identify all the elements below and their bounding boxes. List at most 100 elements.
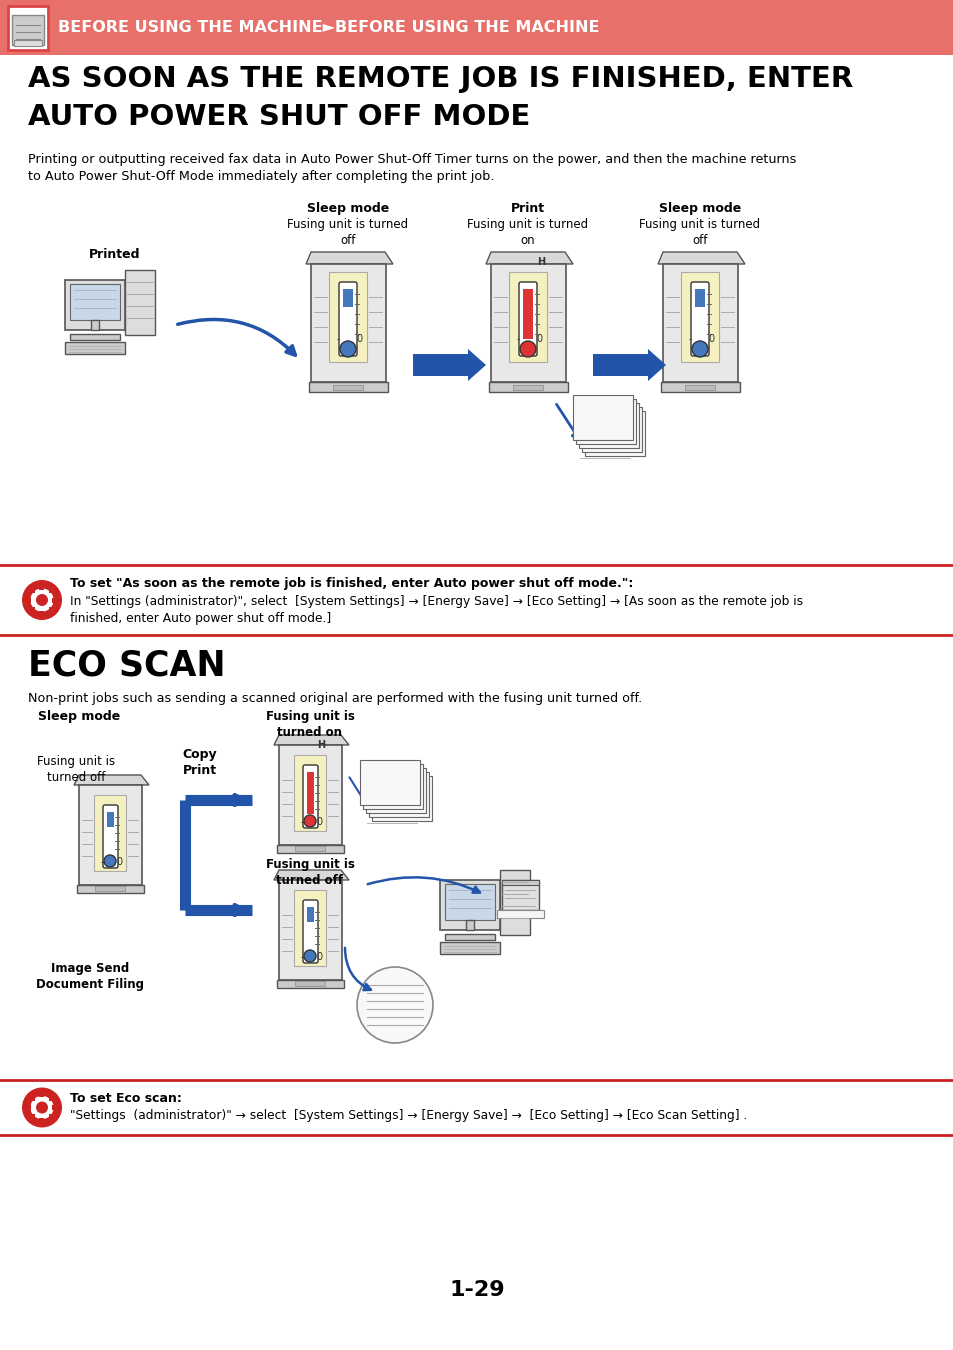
Bar: [14, 40, 42, 46]
Bar: [662, 265, 738, 382]
Bar: [65, 342, 125, 354]
Bar: [489, 382, 567, 391]
Bar: [107, 811, 113, 828]
FancyBboxPatch shape: [366, 768, 426, 813]
Text: Fusing unit is turned
off: Fusing unit is turned off: [287, 217, 408, 247]
Text: Fusing unit is
turned off: Fusing unit is turned off: [265, 859, 355, 887]
FancyBboxPatch shape: [363, 764, 422, 809]
Bar: [39, 1092, 45, 1098]
Bar: [329, 271, 367, 362]
FancyBboxPatch shape: [518, 282, 537, 356]
Bar: [125, 270, 154, 335]
Bar: [49, 1114, 53, 1119]
Text: Sleep mode: Sleep mode: [307, 202, 389, 215]
Bar: [307, 772, 314, 814]
Circle shape: [22, 1088, 62, 1127]
Bar: [513, 385, 542, 390]
Bar: [309, 382, 388, 391]
Text: finished, enter Auto power shut off mode.]: finished, enter Auto power shut off mode…: [70, 612, 331, 625]
Text: Sleep mode: Sleep mode: [659, 202, 740, 215]
Text: To set Eco scan:: To set Eco scan:: [70, 1092, 182, 1106]
Bar: [444, 934, 495, 940]
Bar: [499, 869, 530, 936]
Bar: [27, 598, 31, 602]
Polygon shape: [274, 734, 349, 745]
FancyBboxPatch shape: [497, 910, 543, 918]
Circle shape: [304, 950, 315, 963]
Text: -: -: [300, 952, 304, 963]
Bar: [444, 884, 495, 919]
Bar: [77, 886, 144, 892]
Text: AUTO POWER SHUT OFF MODE: AUTO POWER SHUT OFF MODE: [28, 103, 530, 131]
Bar: [49, 1096, 53, 1100]
FancyBboxPatch shape: [369, 772, 429, 817]
Bar: [509, 271, 546, 362]
Polygon shape: [658, 252, 744, 265]
Text: 1-29: 1-29: [449, 1280, 504, 1300]
FancyBboxPatch shape: [573, 396, 633, 440]
FancyBboxPatch shape: [576, 400, 636, 444]
Text: 0: 0: [315, 817, 322, 828]
Bar: [12, 15, 44, 45]
Polygon shape: [485, 252, 573, 265]
FancyBboxPatch shape: [8, 5, 48, 50]
Text: BEFORE USING THE MACHINE►BEFORE USING THE MACHINE: BEFORE USING THE MACHINE►BEFORE USING TH…: [58, 20, 598, 35]
Text: -: -: [688, 333, 691, 344]
Text: Fusing unit is turned
on: Fusing unit is turned on: [467, 217, 588, 247]
Bar: [30, 589, 35, 593]
Bar: [294, 890, 326, 967]
Bar: [276, 980, 344, 988]
Circle shape: [29, 587, 55, 613]
Text: 0: 0: [315, 952, 322, 963]
Text: AS SOON AS THE REMOTE JOB IS FINISHED, ENTER: AS SOON AS THE REMOTE JOB IS FINISHED, E…: [28, 65, 852, 93]
Text: Fusing unit is
turned on: Fusing unit is turned on: [265, 710, 355, 738]
Bar: [52, 598, 57, 602]
FancyBboxPatch shape: [303, 900, 317, 963]
FancyBboxPatch shape: [372, 776, 432, 821]
Bar: [465, 919, 474, 930]
Bar: [695, 289, 704, 306]
Text: -: -: [100, 857, 104, 867]
Bar: [501, 880, 538, 886]
Bar: [49, 606, 53, 612]
Circle shape: [356, 967, 433, 1044]
Bar: [94, 795, 126, 871]
Bar: [333, 385, 363, 390]
Bar: [30, 1114, 35, 1119]
Bar: [343, 289, 353, 306]
Text: ECO SCAN: ECO SCAN: [28, 648, 226, 682]
FancyBboxPatch shape: [578, 404, 639, 448]
Text: 0: 0: [707, 333, 714, 344]
Text: H: H: [316, 740, 325, 751]
Bar: [30, 606, 35, 612]
Text: Image Send
Document Filing: Image Send Document Filing: [36, 963, 144, 991]
Polygon shape: [74, 775, 149, 784]
Text: -: -: [516, 333, 519, 344]
Circle shape: [36, 1102, 48, 1114]
Text: Fusing unit is
turned off: Fusing unit is turned off: [37, 755, 115, 784]
FancyArrow shape: [413, 350, 485, 381]
Circle shape: [519, 342, 536, 356]
FancyBboxPatch shape: [338, 282, 356, 356]
Circle shape: [104, 855, 116, 867]
Text: Sleep mode: Sleep mode: [38, 710, 120, 724]
Text: 0: 0: [116, 857, 122, 867]
Bar: [27, 1106, 31, 1110]
Bar: [52, 1106, 57, 1110]
Text: Printed: Printed: [90, 248, 141, 261]
Bar: [501, 880, 538, 910]
Bar: [30, 1096, 35, 1100]
Circle shape: [29, 1095, 55, 1120]
Bar: [39, 1118, 45, 1123]
FancyBboxPatch shape: [581, 406, 641, 452]
Circle shape: [339, 342, 355, 356]
Bar: [294, 981, 325, 985]
Bar: [311, 265, 386, 382]
FancyBboxPatch shape: [359, 760, 419, 805]
Bar: [684, 385, 714, 390]
Circle shape: [36, 594, 48, 606]
Bar: [522, 289, 533, 339]
Bar: [39, 610, 45, 616]
Text: In "Settings (administrator)", select  [System Settings] → [Energy Save] → [Eco : In "Settings (administrator)", select [S…: [70, 595, 802, 608]
Bar: [39, 585, 45, 590]
